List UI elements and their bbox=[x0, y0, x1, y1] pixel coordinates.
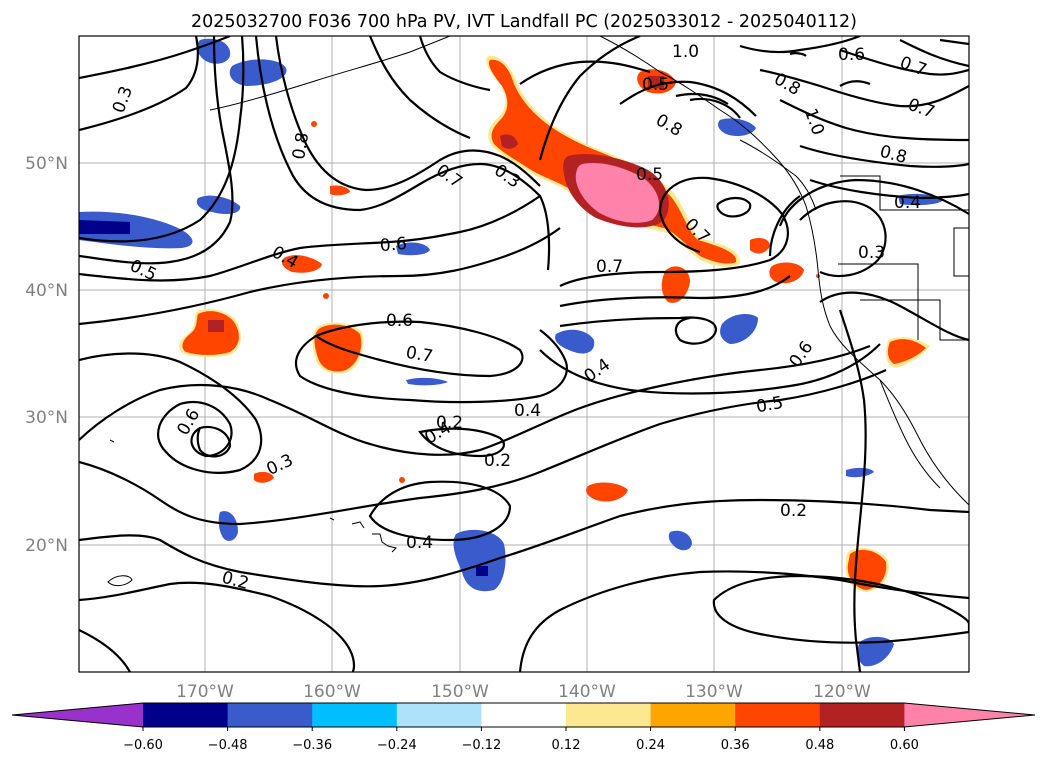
contour-label: 0.5 bbox=[755, 393, 785, 417]
colorbar-extend-min bbox=[12, 703, 143, 727]
lon-label-150w: 150°W bbox=[431, 682, 489, 702]
map-title: 2025032700 F036 700 hPa PV, IVT Landfall… bbox=[191, 12, 857, 32]
longitude-labels: 170°W 160°W 150°W 140°W 130°W 120°W bbox=[176, 682, 871, 702]
colorbar-segment bbox=[566, 703, 652, 727]
contour-label: 1.0 bbox=[672, 42, 699, 62]
colorbar-tick-label: 0.48 bbox=[805, 738, 834, 753]
contour-label: 0.7 bbox=[404, 343, 434, 367]
colorbar-segment bbox=[650, 703, 736, 727]
lat-label-50n: 50°N bbox=[25, 154, 68, 174]
lon-label-170w: 170°W bbox=[176, 682, 234, 702]
colorbar-tick-label: −0.60 bbox=[123, 738, 163, 753]
colorbar-tick-label: −0.36 bbox=[292, 738, 332, 753]
contour-label: 0.6 bbox=[379, 234, 408, 256]
colorbar-segment bbox=[227, 703, 313, 727]
colorbar-segment bbox=[481, 703, 567, 727]
map-plot-area: 0.3 0.8 0.4 0.5 0.6 0.7 0.3 0.5 1.0 0.6 … bbox=[79, 36, 969, 672]
contour-label: 0.5 bbox=[642, 75, 669, 95]
contour-label: 0.3 bbox=[858, 243, 885, 263]
colorbar-segment bbox=[396, 703, 482, 727]
contour-label: 0.6 bbox=[838, 45, 865, 65]
colorbar-tick-label: −0.24 bbox=[377, 738, 417, 753]
contour-label: 0.4 bbox=[894, 193, 921, 213]
contour-label: 0.2 bbox=[484, 451, 511, 471]
lat-label-40n: 40°N bbox=[25, 281, 68, 301]
lon-label-120w: 120°W bbox=[813, 682, 871, 702]
colorbar-outline bbox=[11, 702, 1036, 728]
colorbar-tick-label: 0.24 bbox=[636, 738, 665, 753]
colorbar-tick-label: −0.12 bbox=[461, 738, 501, 753]
coastlines bbox=[107, 36, 969, 587]
lat-label-20n: 20°N bbox=[25, 536, 68, 556]
contour-label: 0.2 bbox=[780, 501, 807, 521]
colorbar-tick-label: 0.36 bbox=[721, 738, 750, 753]
contour-label: 0.2 bbox=[436, 413, 463, 433]
contour-label: 0.4 bbox=[406, 533, 433, 553]
contour-label: 0.7 bbox=[596, 257, 623, 277]
latitude-labels: 50°N 40°N 30°N 20°N bbox=[25, 154, 68, 556]
colorbar-ticks: −0.60 −0.48 −0.36 −0.24 −0.12 0.12 0.24 0.36 0.4… bbox=[123, 727, 919, 753]
colorbar-tick-label: −0.48 bbox=[208, 738, 248, 753]
lon-label-160w: 160°W bbox=[303, 682, 361, 702]
pv-positive-shading bbox=[179, 55, 930, 592]
colorbar-tick-label: 0.60 bbox=[890, 738, 919, 753]
colorbar-segment bbox=[819, 703, 905, 727]
contour-label: 0.4 bbox=[514, 401, 541, 421]
lon-label-130w: 130°W bbox=[685, 682, 743, 702]
colorbar-segment bbox=[312, 703, 398, 727]
lat-label-30n: 30°N bbox=[25, 408, 68, 428]
colorbar: −0.60 −0.48 −0.36 −0.24 −0.12 0.12 0.24 0.36 0.4… bbox=[11, 702, 1036, 753]
colorbar-tick-label: 0.12 bbox=[552, 738, 581, 753]
colorbar-segment bbox=[143, 703, 229, 727]
colorbar-extend-max bbox=[904, 703, 1035, 727]
lon-label-140w: 140°W bbox=[558, 682, 616, 702]
pv-contours bbox=[79, 36, 969, 672]
colorbar-segments bbox=[12, 703, 1035, 727]
contour-label: 0.8 bbox=[289, 131, 313, 161]
contour-label: 0.6 bbox=[386, 311, 413, 331]
pv-negative-shading bbox=[79, 38, 944, 667]
contour-label: 0.5 bbox=[636, 165, 663, 185]
colorbar-segment bbox=[735, 703, 821, 727]
map-frame bbox=[78, 35, 970, 673]
